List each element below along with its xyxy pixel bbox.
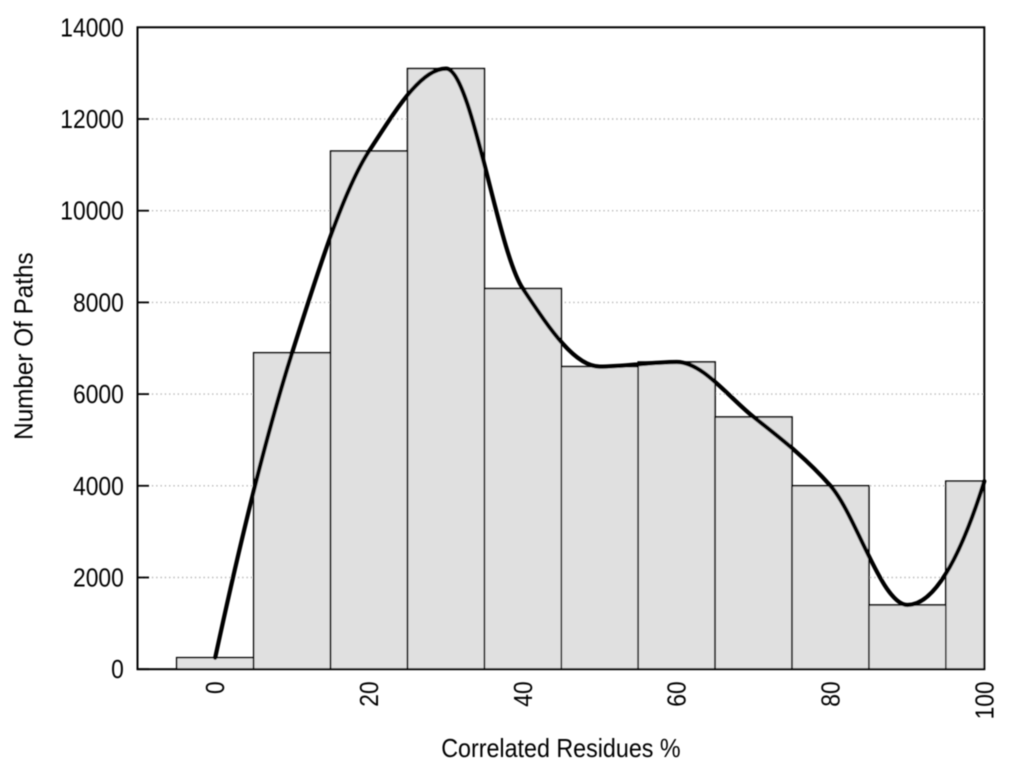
svg-text:14000: 14000 — [60, 12, 124, 42]
svg-text:0: 0 — [200, 681, 230, 694]
svg-text:Number Of Paths: Number Of Paths — [8, 252, 38, 440]
svg-text:2000: 2000 — [73, 563, 124, 593]
svg-text:80: 80 — [815, 681, 845, 706]
svg-text:8000: 8000 — [73, 287, 124, 317]
svg-text:12000: 12000 — [60, 104, 124, 134]
svg-text:100: 100 — [969, 681, 999, 719]
svg-text:0: 0 — [111, 654, 124, 684]
svg-text:6000: 6000 — [73, 379, 124, 409]
svg-text:Correlated Residues %: Correlated Residues % — [441, 733, 680, 763]
svg-text:40: 40 — [508, 681, 538, 706]
svg-text:10000: 10000 — [60, 196, 124, 226]
svg-text:60: 60 — [662, 681, 692, 706]
svg-text:20: 20 — [354, 681, 384, 706]
svg-text:4000: 4000 — [73, 471, 124, 501]
